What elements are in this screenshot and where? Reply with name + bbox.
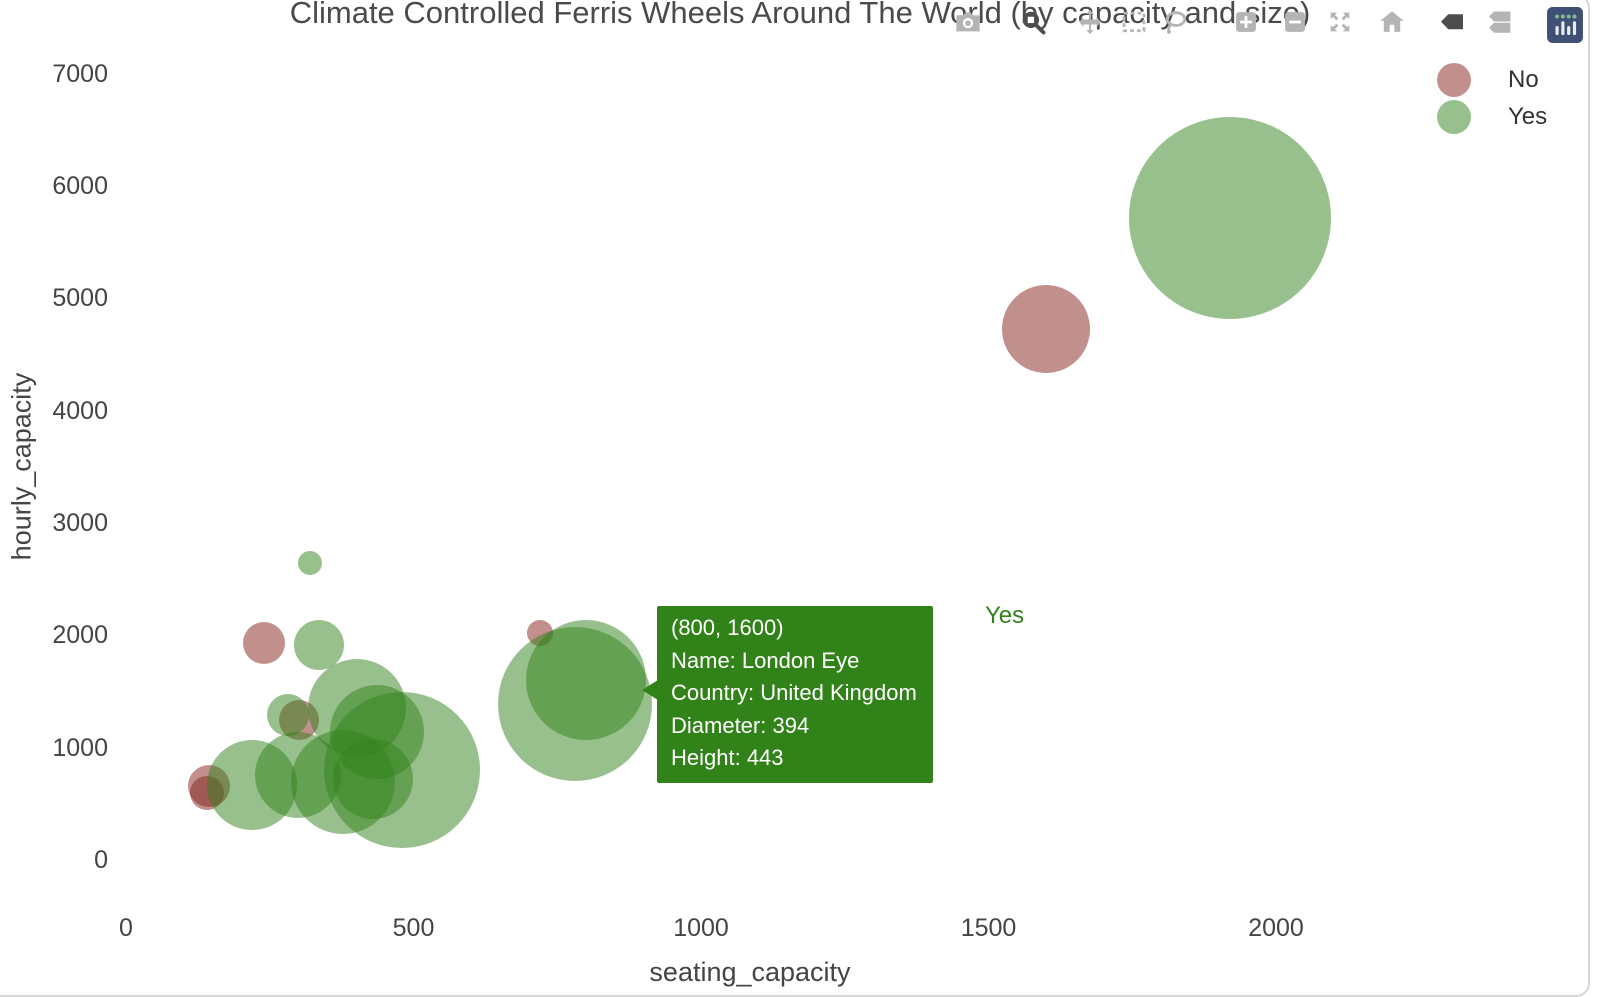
x-tick-1000: 1000: [673, 914, 729, 942]
tooltip-name: Name: London Eye: [671, 647, 860, 673]
modebar-plotly-logo-icon[interactable]: [1546, 6, 1584, 44]
modebar-hover-closest-tag-icon[interactable]: [1438, 8, 1466, 36]
y-tick-0: 0: [94, 846, 108, 874]
y-axis-title: hourly_capacity: [6, 372, 37, 561]
modebar-autoscale-icon[interactable]: [1326, 8, 1354, 36]
modebar-reset-axes-home-icon[interactable]: [1378, 8, 1406, 36]
hover-tooltip: (800, 1600) Name: London Eye Country: Un…: [642, 606, 933, 783]
x-axis-title: seating_capacity: [649, 957, 851, 987]
tooltip-coords: (800, 1600): [671, 615, 784, 640]
bubble-yes[interactable]: [267, 694, 310, 737]
legend-swatch-no: [1437, 63, 1471, 97]
y-tick-4000: 4000: [52, 396, 108, 425]
chart-title: Climate Controlled Ferris Wheels Around …: [289, 0, 1311, 30]
x-tick-1500: 1500: [960, 914, 1017, 942]
plotly-modebar: [0, 0, 1600, 48]
legend-label: Yes: [1508, 103, 1548, 130]
bubble-yes-london-eye[interactable]: [526, 620, 646, 741]
y-tick-1000: 1000: [52, 733, 108, 762]
tooltip-arrow-icon: [642, 680, 658, 700]
bubble-yes[interactable]: [324, 692, 480, 849]
y-tick-3000: 3000: [52, 508, 108, 537]
y-tick-7000: 7000: [52, 59, 108, 88]
modebar-download-camera-icon[interactable]: [954, 8, 982, 36]
bubble-yes[interactable]: [294, 619, 345, 670]
legend-item-no[interactable]: No: [1437, 63, 1539, 97]
bubble-yes[interactable]: [1129, 116, 1331, 319]
y-tick-2000: 2000: [52, 621, 108, 650]
x-tick-0: 0: [119, 914, 133, 942]
modebar-zoom-icon[interactable]: [1019, 8, 1047, 36]
modebar-zoom-in-icon[interactable]: [1232, 8, 1260, 36]
legend-item-yes[interactable]: Yes: [1437, 100, 1547, 134]
legend-label: No: [1508, 66, 1539, 93]
y-tick-6000: 6000: [52, 171, 108, 200]
modebar-lasso-select-icon[interactable]: [1162, 8, 1190, 36]
legend-swatch-yes: [1437, 100, 1471, 134]
tooltip-diameter: Diameter: 394: [671, 712, 810, 738]
bubble-no[interactable]: [1002, 284, 1090, 373]
bubble-no[interactable]: [243, 622, 285, 665]
modebar-pan-icon[interactable]: [1076, 8, 1104, 36]
modebar-zoom-out-icon[interactable]: [1281, 8, 1309, 36]
x-tick-2000: 2000: [1248, 914, 1304, 942]
bubble-yes[interactable]: [298, 551, 322, 576]
modebar-hover-compare-tags-icon[interactable]: [1486, 8, 1514, 36]
hover-trace-label: Yes: [985, 602, 1025, 629]
tooltip-height: Height: 443: [671, 745, 784, 770]
modebar-box-select-icon[interactable]: [1120, 8, 1148, 36]
tooltip-country: Country: United Kingdom: [671, 680, 917, 705]
x-tick-500: 500: [392, 914, 435, 942]
y-tick-5000: 5000: [52, 284, 108, 313]
